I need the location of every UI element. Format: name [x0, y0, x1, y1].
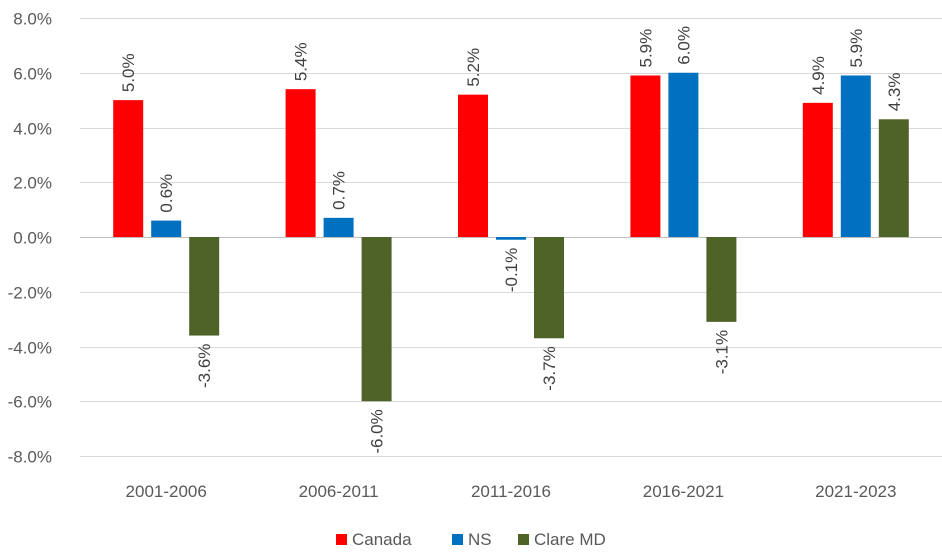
x-tick-label: 2021-2023 — [815, 482, 896, 501]
y-tick-label: 4.0% — [13, 120, 52, 139]
bar-canada — [630, 75, 661, 237]
bar-clare-md — [706, 237, 737, 322]
data-label: 5.4% — [292, 42, 311, 81]
legend-label-clare-md: Clare MD — [534, 530, 606, 549]
legend-label-canada: Canada — [352, 530, 412, 549]
bar-clare-md — [878, 119, 909, 237]
y-tick-label: -4.0% — [8, 339, 52, 358]
y-tick-label: 0.0% — [13, 229, 52, 248]
data-label: 0.6% — [157, 174, 176, 213]
data-label: 5.2% — [464, 48, 483, 87]
x-tick-label: 2006-2011 — [299, 482, 379, 501]
bar-ns — [496, 237, 526, 240]
data-label: 5.0% — [119, 53, 138, 92]
legend-swatch-clare-md — [518, 534, 529, 545]
data-label: -0.1% — [502, 248, 521, 292]
data-label: 5.9% — [847, 29, 866, 68]
bar-clare-md — [534, 237, 564, 339]
data-label: -3.1% — [712, 330, 731, 374]
data-label: 4.3% — [885, 73, 904, 112]
bar-ns — [323, 217, 354, 237]
data-label: 4.9% — [809, 56, 828, 95]
bar-ns — [151, 220, 182, 237]
data-label: 0.7% — [330, 171, 349, 210]
bar-canada — [802, 102, 833, 237]
bar-canada — [458, 94, 488, 238]
legend-label-ns: NS — [468, 530, 492, 549]
data-label: -3.6% — [195, 344, 214, 388]
bar-clare-md — [189, 237, 220, 336]
y-tick-label: -6.0% — [8, 393, 52, 412]
y-tick-label: 6.0% — [13, 65, 52, 84]
data-label: 6.0% — [674, 26, 693, 65]
x-tick-label: 2011-2016 — [471, 482, 551, 501]
bar-ns — [668, 72, 699, 237]
y-tick-label: 2.0% — [13, 174, 52, 193]
data-label: -3.7% — [540, 346, 559, 390]
legend-swatch-canada — [336, 534, 347, 545]
legend-swatch-ns — [452, 534, 463, 545]
bar-canada — [113, 100, 144, 237]
data-label: -6.0% — [368, 409, 387, 453]
x-tick-label: 2001-2006 — [126, 482, 207, 501]
y-tick-label: -2.0% — [8, 284, 52, 303]
x-tick-label: 2016-2021 — [643, 482, 724, 501]
bar-clare-md — [361, 237, 392, 402]
bar-ns — [840, 75, 871, 237]
data-label: 5.9% — [636, 29, 655, 68]
y-tick-label: -8.0% — [8, 448, 52, 467]
bar-canada — [285, 89, 316, 237]
y-tick-label: 8.0% — [13, 10, 52, 29]
